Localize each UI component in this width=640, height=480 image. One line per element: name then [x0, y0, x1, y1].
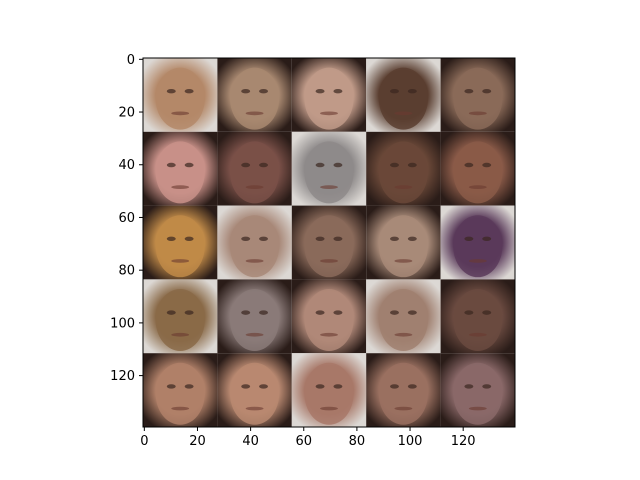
y-tick-label: 60: [118, 211, 135, 226]
y-tick-label: 20: [118, 106, 135, 121]
face-tile-r3-c5: [440, 205, 515, 280]
face-tile-r4-c3: [291, 279, 367, 354]
face-tile-r2-c3: [291, 131, 367, 206]
face-tile-r2-c4: [366, 131, 441, 206]
x-tick-label: 80: [349, 434, 366, 449]
face-tile-r4-c5: [440, 279, 515, 354]
face-tile-r5-c5: [440, 353, 515, 427]
face-tile-r3-c1: [143, 205, 218, 280]
face-tile-r5-c3: [291, 353, 367, 427]
y-tick-label: 40: [118, 158, 135, 173]
face-tile-r5-c2: [217, 353, 292, 427]
face-tile-r5-c1: [143, 353, 218, 427]
x-tick-label: 40: [242, 434, 259, 449]
y-tick-label: 0: [127, 53, 135, 68]
y-axis: 0 20 40 60 80 100 120: [110, 53, 143, 384]
face-tile-r1-c3: [291, 58, 367, 132]
x-tick-label: 100: [398, 434, 423, 449]
face-tile-r4-c1: [143, 279, 218, 354]
x-tick-label: 0: [140, 434, 148, 449]
face-tile-r4-c4: [366, 279, 441, 354]
face-tile-r1-c5: [440, 58, 515, 132]
face-tile-r2-c5: [440, 131, 515, 206]
y-tick-label: 120: [110, 369, 135, 384]
x-tick-label: 20: [189, 434, 206, 449]
face-tile-r2-c2: [217, 131, 292, 206]
face-tile-r4-c2: [217, 279, 292, 354]
face-tile-r2-c1: [143, 131, 218, 206]
x-tick-label: 60: [295, 434, 312, 449]
face-tile-r3-c4: [366, 205, 441, 280]
x-axis: 0 20 40 60 80 100 120: [140, 427, 476, 449]
face-tile-r1-c4: [366, 58, 441, 132]
y-tick-label: 80: [118, 264, 135, 279]
x-tick-label: 120: [451, 434, 476, 449]
face-tile-r1-c1: [143, 58, 218, 132]
face-tile-r3-c2: [217, 205, 292, 280]
axes-frame: [142, 57, 516, 428]
face-tile-r3-c3: [291, 205, 367, 280]
y-tick-label: 100: [110, 316, 135, 331]
face-tile-r5-c4: [366, 353, 441, 427]
face-tile-r1-c2: [217, 58, 292, 132]
image-grid: [143, 58, 515, 427]
